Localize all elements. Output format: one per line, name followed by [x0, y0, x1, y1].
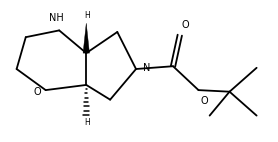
Text: O: O	[33, 87, 41, 97]
Text: NH: NH	[49, 13, 63, 23]
Text: O: O	[181, 20, 189, 30]
Text: O: O	[200, 96, 208, 106]
Text: H: H	[84, 118, 90, 127]
Polygon shape	[83, 23, 90, 53]
Text: N: N	[143, 63, 151, 73]
Text: H: H	[84, 11, 90, 20]
